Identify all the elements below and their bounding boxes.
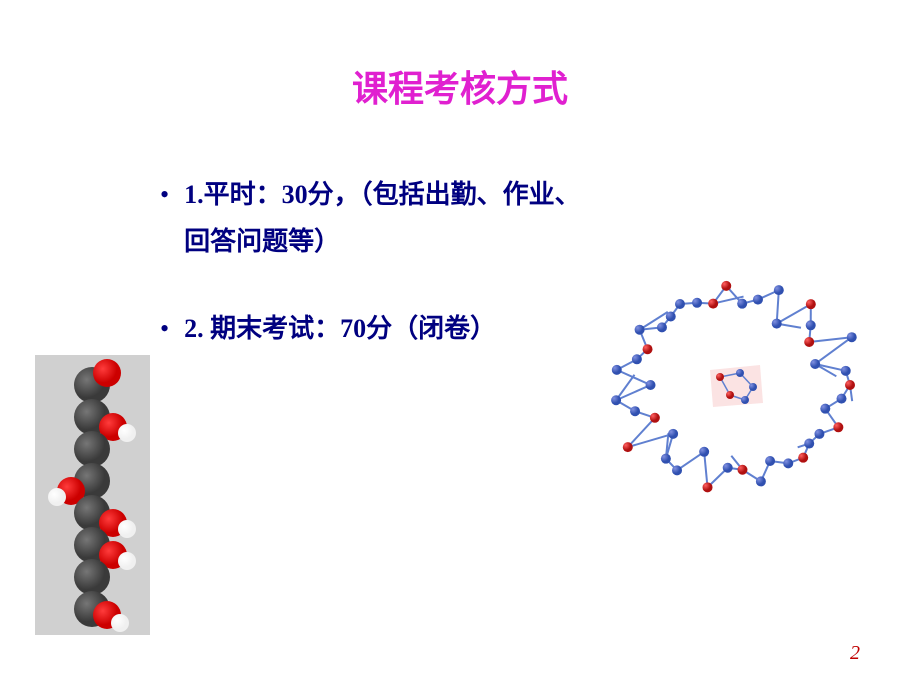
bullet-marker: • (160, 172, 169, 219)
space-filling-molecule-icon (35, 355, 150, 635)
slide-title: 课程考核方式 (60, 60, 860, 112)
ball-stick-molecule-icon (595, 230, 875, 540)
bullet-text: 1.平时：30分，（包括出勤、作业、回答问题等） (184, 172, 604, 266)
bullet-text: 2. 期末考试：70分（闭卷） (184, 306, 496, 353)
slide-container: 课程考核方式 • 1.平时：30分，（包括出勤、作业、回答问题等） • 2. 期… (0, 0, 920, 690)
molecule-right-image (595, 230, 875, 540)
molecule-left-image (35, 355, 150, 635)
page-number: 2 (850, 642, 860, 665)
bullet-marker: • (160, 306, 169, 353)
